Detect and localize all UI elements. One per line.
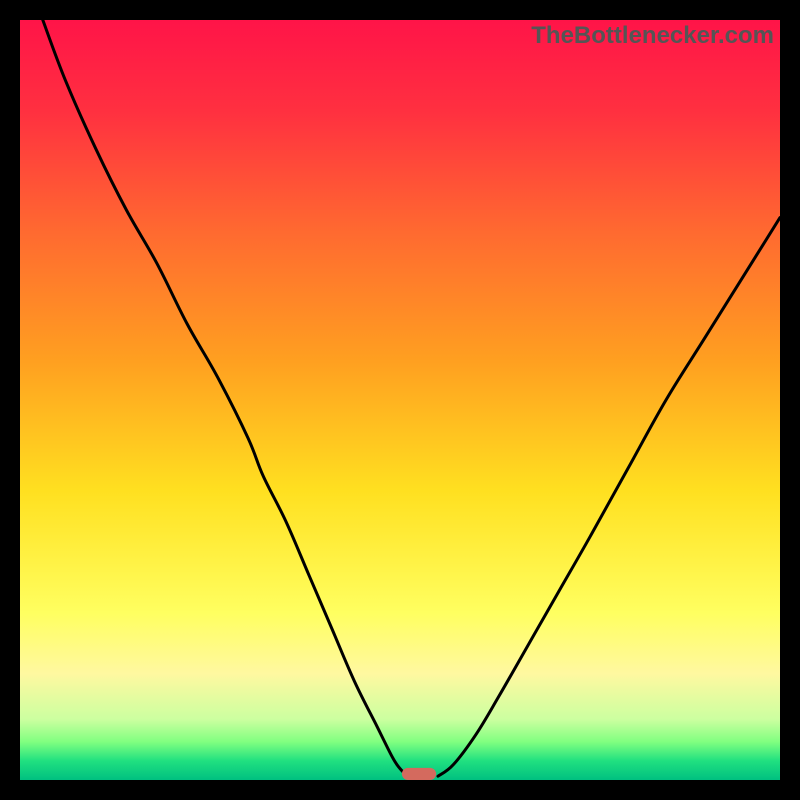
- gradient-background: [20, 20, 780, 780]
- curve-right: [438, 218, 780, 777]
- figure-frame: TheBottlenecker.com: [0, 0, 800, 800]
- plot-area: [20, 20, 780, 780]
- chart-svg: [20, 20, 780, 780]
- minimum-marker: [402, 768, 436, 780]
- watermark-text: TheBottlenecker.com: [531, 22, 774, 50]
- curve-left: [43, 20, 408, 776]
